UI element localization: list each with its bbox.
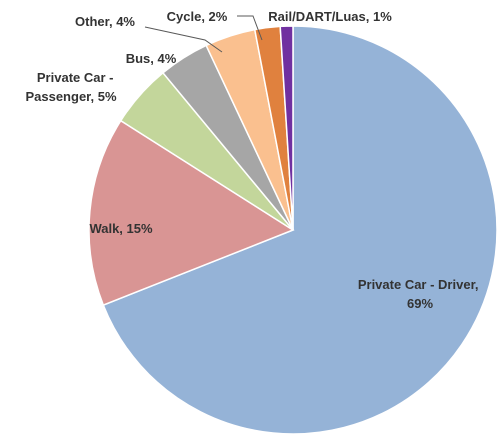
- data-labels: Private Car - Driver, 69% Walk, 15% Priv…: [25, 9, 482, 311]
- data-label-cycle: Cycle, 2%: [167, 9, 228, 24]
- pie-slice-rail-dart-luas: [279, 25, 294, 231]
- data-label-private-car-passenger: Private Car - Passenger, 5%: [25, 70, 117, 104]
- leader-line-other: [144, 26, 223, 53]
- pie-slice-private-car-driver: [102, 25, 498, 434]
- data-label-rail-dart-luas: Rail/DART/Luas, 1%: [268, 9, 392, 24]
- data-label-private-car-driver: Private Car - Driver, 69%: [358, 277, 482, 311]
- pie-slice-walk: [88, 119, 295, 307]
- pie-slices: [88, 25, 498, 434]
- data-label-other: Other, 4%: [75, 14, 135, 29]
- data-label-bus: Bus, 4%: [126, 51, 177, 66]
- leader-line-cycle: [237, 15, 263, 41]
- data-label-walk: Walk, 15%: [89, 221, 153, 236]
- leader-lines: [144, 15, 263, 53]
